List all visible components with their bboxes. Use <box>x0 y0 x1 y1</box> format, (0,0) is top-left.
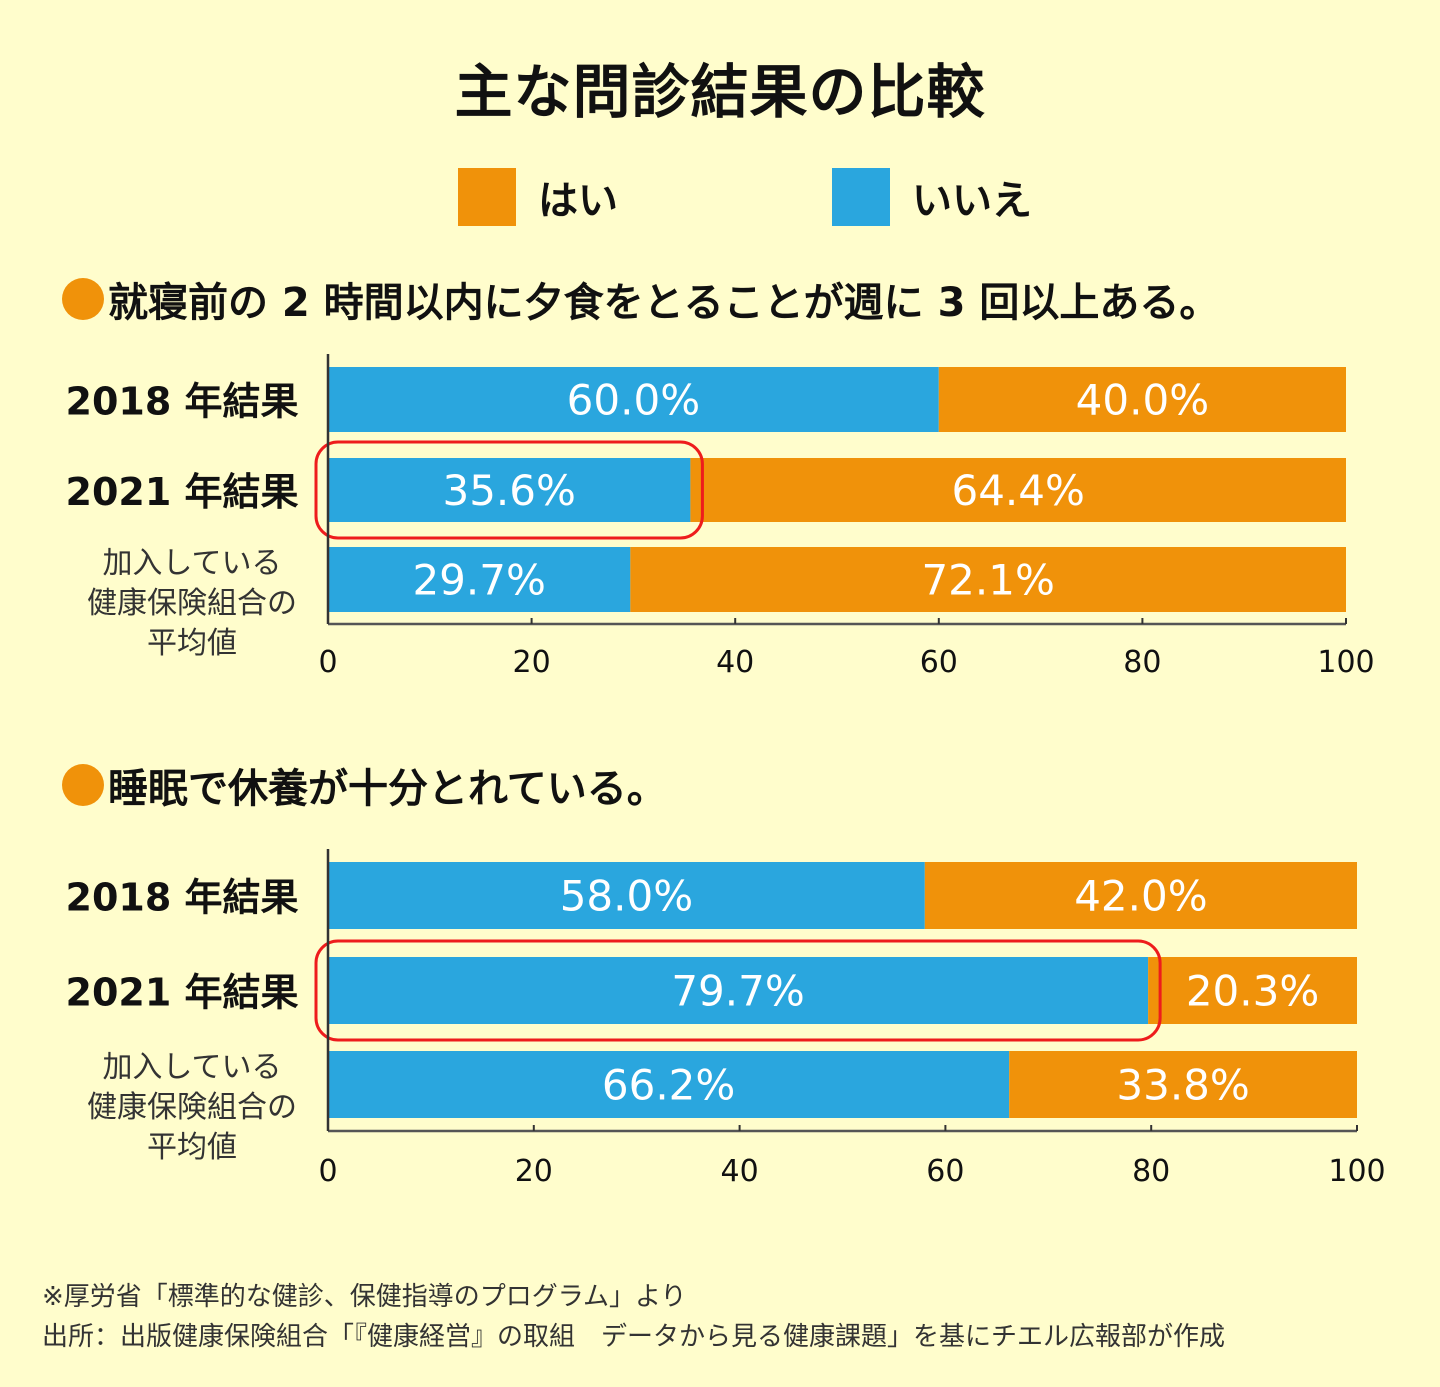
category-label: 健康保険組合の <box>87 586 297 621</box>
bar-label: 79.7% <box>671 967 804 1016</box>
bar-label: 29.7% <box>412 556 545 605</box>
x-tick-label: 100 <box>1328 1154 1385 1189</box>
x-tick-label: 20 <box>515 1154 553 1189</box>
bar-yes-2 <box>630 547 1346 612</box>
legend-swatch-no <box>832 168 890 226</box>
x-tick-label: 0 <box>318 645 337 680</box>
bar-label: 66.2% <box>602 1061 735 1110</box>
x-tick-label: 60 <box>920 645 958 680</box>
bar-no-2 <box>328 547 631 612</box>
category-label: 加入している <box>102 546 281 581</box>
category-label: 2021 年結果 <box>66 470 299 514</box>
chart1-title: 就寝前の 2 時間以内に夕食をとることが週に 3 回以上ある。 <box>62 270 1219 328</box>
x-tick-label: 40 <box>716 645 754 680</box>
bar-label: 33.8% <box>1116 1061 1249 1110</box>
bar-no-0 <box>328 367 939 432</box>
bullet-icon <box>62 764 104 806</box>
bar-label: 40.0% <box>1076 376 1209 425</box>
category-label: 平均値 <box>147 626 237 661</box>
bar-label: 42.0% <box>1074 872 1207 921</box>
x-tick-label: 40 <box>721 1154 759 1189</box>
category-label: 健康保険組合の <box>87 1090 297 1125</box>
bar-label: 60.0% <box>567 376 700 425</box>
x-tick-label: 80 <box>1132 1154 1170 1189</box>
category-label: 2018 年結果 <box>66 380 299 424</box>
footer-source: 出所：出版健康保険組合「『健康経営』の取組 データから見る健康課題」を基にチエル… <box>42 1322 1226 1352</box>
bar-yes-0 <box>924 862 1357 929</box>
highlight-box <box>314 939 1162 1042</box>
bar-label: 64.4% <box>951 466 1084 515</box>
chart1-title-text: 就寝前の 2 時間以内に夕食をとることが週に 3 回以上ある。 <box>108 280 1220 326</box>
bar-no-0 <box>328 862 925 929</box>
bar-label: 35.6% <box>442 466 575 515</box>
x-tick-label: 0 <box>318 1154 337 1189</box>
bar-label: 58.0% <box>560 872 693 921</box>
bullet-icon <box>62 278 104 320</box>
x-tick-label: 60 <box>926 1154 964 1189</box>
chart2-title-text: 睡眠で休養が十分とれている。 <box>108 766 667 812</box>
highlight-box <box>314 440 704 540</box>
page-title: 主な問診結果の比較 <box>454 58 986 126</box>
x-tick-label: 20 <box>513 645 551 680</box>
bar-no-2 <box>328 1051 1010 1118</box>
legend-item-no: いいえ <box>832 168 1032 226</box>
bar-yes-2 <box>1009 1051 1357 1118</box>
x-tick-label: 100 <box>1317 645 1374 680</box>
category-label: 加入している <box>102 1050 281 1085</box>
legend-item-yes: はい <box>458 168 618 226</box>
category-label: 2018 年結果 <box>66 876 299 920</box>
bar-label: 20.3% <box>1186 967 1319 1016</box>
bar-no-1 <box>328 458 691 522</box>
chart1: 60.0% 40.0% 2018 年結果 35.6% 64.4% 2021 年結果 29.7… <box>66 354 1375 680</box>
chart2-title: 睡眠で休養が十分とれている。 <box>62 756 667 814</box>
legend-label-yes: はい <box>538 178 618 224</box>
legend-label-no: いいえ <box>912 178 1032 224</box>
category-label: 2021 年結果 <box>66 971 299 1015</box>
bar-label: 72.1% <box>921 556 1054 605</box>
legend-swatch-yes <box>458 168 516 226</box>
chart2: 58.0% 42.0% 2018 年結果 79.7% 20.3% 2021 年結果 66.2… <box>66 849 1386 1189</box>
bar-no-1 <box>328 957 1149 1024</box>
footer-note: ※厚労省「標準的な健診、保健指導のプログラム」より <box>42 1282 687 1312</box>
bar-yes-0 <box>938 367 1346 432</box>
bar-yes-1 <box>1148 957 1357 1024</box>
x-tick-label: 80 <box>1123 645 1161 680</box>
category-label: 平均値 <box>147 1130 237 1165</box>
bar-yes-1 <box>690 458 1346 522</box>
